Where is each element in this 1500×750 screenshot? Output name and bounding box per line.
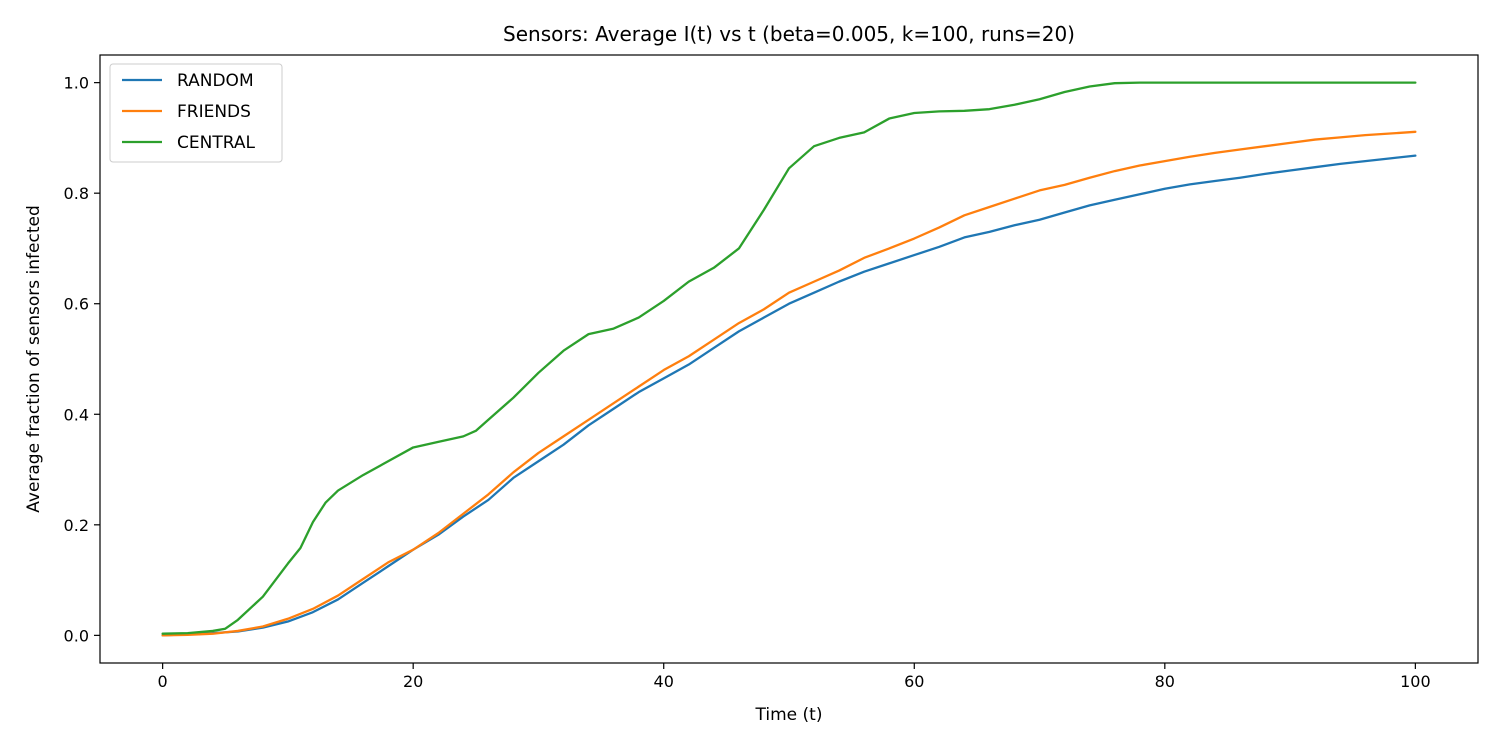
x-axis-label: Time (t) bbox=[755, 705, 823, 725]
y-tick-label: 0.0 bbox=[64, 626, 89, 645]
y-tick-label: 0.6 bbox=[64, 295, 89, 314]
legend-frame bbox=[109, 63, 283, 163]
series-line-random bbox=[161, 154, 1417, 637]
legend: RANDOM FRIENDS CENTRAL bbox=[109, 63, 283, 163]
y-axis: 0.0 0.2 0.4 0.6 0.8 1.0 bbox=[64, 74, 100, 645]
legend-label-random: RANDOM bbox=[177, 71, 254, 91]
x-axis: 0 20 40 60 80 100 bbox=[158, 663, 1431, 691]
x-tick-label: 100 bbox=[1400, 672, 1431, 691]
x-tick-label: 0 bbox=[158, 672, 168, 691]
legend-label-friends: FRIENDS bbox=[177, 102, 251, 122]
y-tick-label: 0.4 bbox=[64, 405, 89, 424]
x-tick-label: 80 bbox=[1155, 672, 1175, 691]
y-tick-label: 1.0 bbox=[64, 74, 89, 93]
x-tick-label: 20 bbox=[403, 672, 423, 691]
chart-title: Sensors: Average I(t) vs t (beta=0.005, … bbox=[503, 22, 1075, 46]
legend-label-central: CENTRAL bbox=[177, 133, 255, 153]
series-line-friends bbox=[161, 130, 1417, 637]
plot-area bbox=[99, 54, 1479, 664]
series-group bbox=[161, 81, 1417, 637]
y-tick-label: 0.2 bbox=[64, 516, 89, 535]
y-axis-label: Average fraction of sensors infected bbox=[24, 205, 44, 513]
x-tick-label: 40 bbox=[654, 672, 674, 691]
y-tick-label: 0.8 bbox=[64, 184, 89, 203]
series-line-central bbox=[161, 81, 1417, 635]
x-tick-label: 60 bbox=[904, 672, 924, 691]
plot-frame bbox=[99, 54, 1479, 664]
